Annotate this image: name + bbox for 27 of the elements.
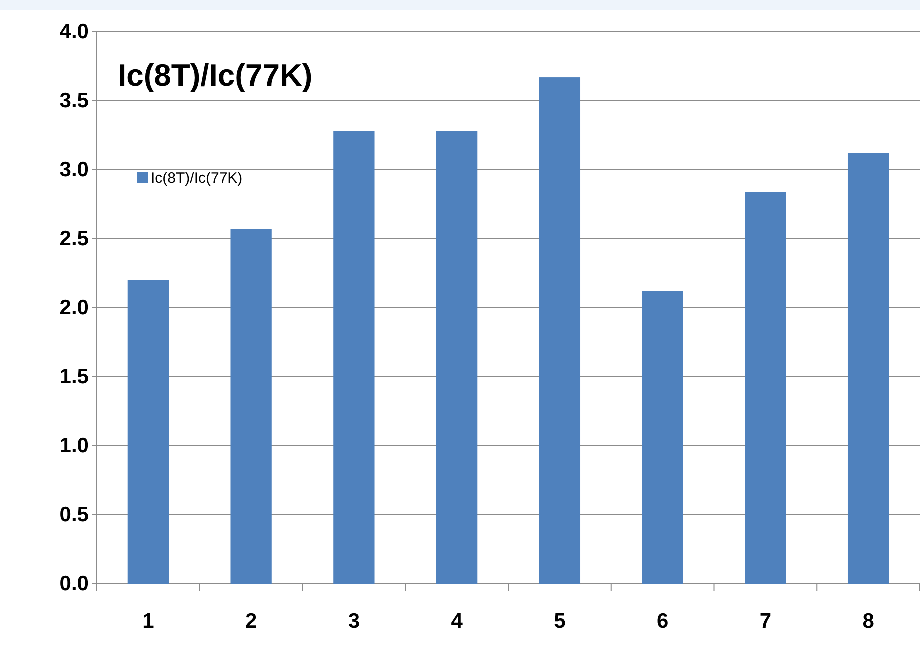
y-tick-label: 1.5 xyxy=(60,366,90,389)
y-tick-label: 1.0 xyxy=(60,434,89,458)
y-tick-label: 0.0 xyxy=(60,572,89,596)
x-tick-label: 1 xyxy=(142,610,155,633)
x-tick-label: 5 xyxy=(554,610,566,633)
y-tick-label: 3.5 xyxy=(60,90,90,113)
x-tick-label: 8 xyxy=(862,610,875,633)
bar xyxy=(642,291,684,584)
x-tick-label: 2 xyxy=(245,610,258,633)
y-tick-label: 3.0 xyxy=(60,158,89,182)
bar xyxy=(745,192,786,584)
x-tick-label: 6 xyxy=(656,610,669,633)
bar xyxy=(436,131,478,584)
x-tick-label: 7 xyxy=(760,610,772,633)
legend-label: Ic(8T)/Ic(77K) xyxy=(151,170,243,187)
y-tick-label: 2.0 xyxy=(60,296,89,320)
x-tick-label: 3 xyxy=(348,610,360,633)
bar xyxy=(539,78,581,584)
y-tick-label: 4.0 xyxy=(60,20,89,44)
bar xyxy=(128,280,170,584)
y-tick-label: 0.5 xyxy=(60,504,90,527)
text: Ic(8T)/Ic(77K) xyxy=(118,58,313,93)
y-tick-label: 2.5 xyxy=(60,228,90,251)
bar xyxy=(848,153,890,584)
x-tick-label: 4 xyxy=(451,610,464,633)
bar xyxy=(230,229,272,584)
bar xyxy=(334,131,375,584)
